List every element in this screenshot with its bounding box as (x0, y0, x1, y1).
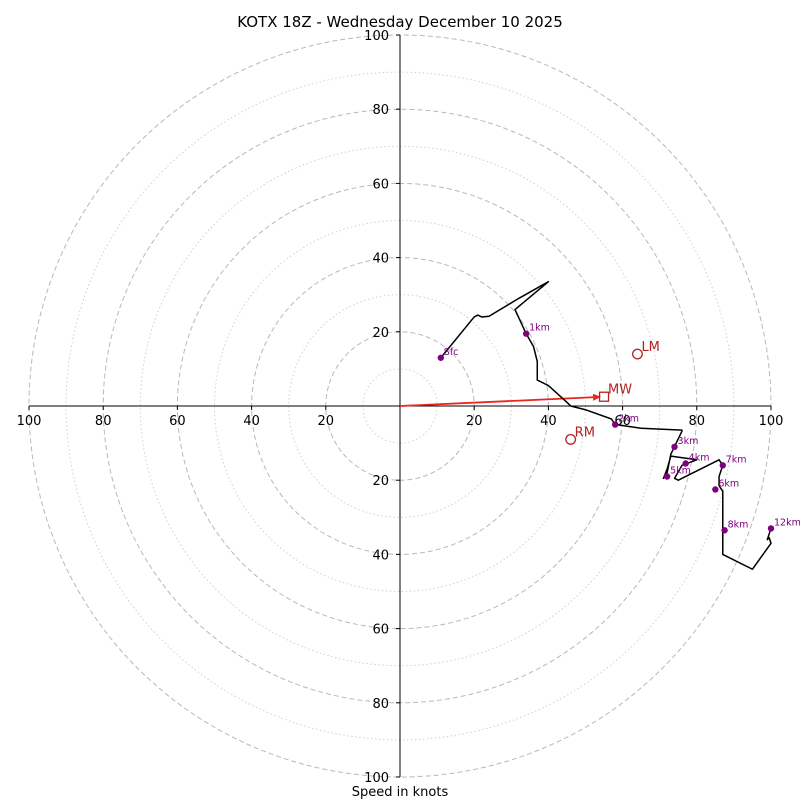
point-label-4km: 4km (689, 453, 710, 464)
storm-motion-markers: LM RM MW (565, 340, 660, 445)
point-1km (522, 330, 530, 337)
point-label-sfc: Sfc (444, 347, 459, 358)
y-tick-label-bottom: 40 (372, 548, 389, 563)
wind-profile-line (440, 280, 772, 570)
marker-rm (565, 433, 577, 445)
x-tick-label-right: 40 (540, 414, 557, 429)
x-tick-label-left: 80 (95, 414, 112, 429)
point-sfc (437, 354, 445, 361)
marker-label-rm: RM (575, 425, 595, 440)
y-tick-label-bottom: 20 (372, 474, 389, 489)
y-tick-label-top: 80 (372, 103, 389, 118)
x-tick-label-left: 40 (243, 414, 260, 429)
point-3km (671, 443, 678, 451)
y-tick-label-bottom: 100 (364, 771, 389, 786)
y-tick-label-top: 40 (372, 252, 389, 267)
x-tick-label-left: 60 (169, 414, 186, 429)
x-tick-label-left: 20 (318, 414, 335, 429)
marker-lm (631, 348, 643, 360)
mean-wind-arrowhead (592, 393, 602, 401)
y-tick-label-top: 20 (372, 326, 389, 341)
y-tick-label-bottom: 60 (372, 623, 389, 638)
x-axis-label: Speed in knots (352, 785, 449, 800)
point-8km (721, 527, 728, 534)
point-label-6km: 6km (718, 478, 739, 489)
x-tick-label-right: 80 (689, 414, 706, 429)
point-label-5km: 5km (670, 465, 691, 476)
point-label-8km: 8km (728, 519, 749, 530)
marker-label-lm: LM (641, 340, 659, 355)
point-label-7km: 7km (726, 454, 747, 465)
point-label-2km: 2km (618, 414, 639, 425)
tick-labels: 2020202040404040606060608080808010010010… (17, 29, 784, 786)
chart-title: KOTX 18Z - Wednesday December 10 2025 (237, 13, 563, 31)
mean-wind-vector-group (399, 393, 602, 407)
point-6km (712, 486, 719, 493)
point-12km (767, 525, 775, 532)
point-4km (682, 460, 689, 467)
wind-profile-group (440, 280, 772, 570)
y-tick-label-bottom: 80 (372, 697, 389, 712)
x-tick-label-right: 20 (466, 414, 483, 429)
point-label-1km: 1km (529, 323, 550, 334)
mean-wind-vector (399, 396, 594, 407)
marker-label-mw: MW (608, 383, 632, 398)
marker-mw (598, 391, 610, 402)
point-7km (719, 462, 726, 469)
point-5km (663, 473, 671, 480)
x-tick-label-right: 100 (759, 414, 784, 429)
point-label-3km: 3km (678, 436, 699, 447)
point-2km (611, 421, 619, 428)
x-tick-label-left: 100 (17, 414, 42, 429)
y-tick-label-top: 100 (364, 29, 389, 44)
point-label-12km: 12km (774, 517, 800, 528)
y-tick-label-top: 60 (372, 177, 389, 192)
